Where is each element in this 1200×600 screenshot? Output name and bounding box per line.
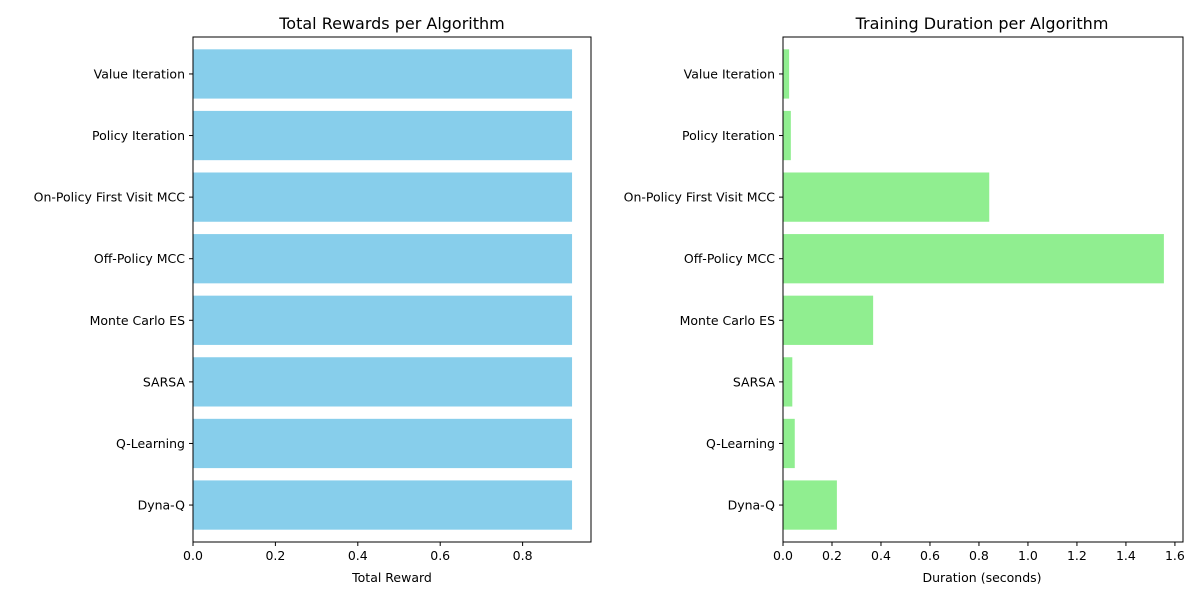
- duration-y-tick-label-1: Policy Iteration: [682, 128, 775, 143]
- duration-y-tick-label-0: Value Iteration: [684, 66, 775, 81]
- duration-y-tick-label-7: Dyna-Q: [728, 498, 776, 513]
- rewards-bar-3: [193, 234, 573, 284]
- rewards-y-tick-label-1: Policy Iteration: [92, 128, 185, 143]
- duration-bar-0: [783, 49, 790, 99]
- rewards-x-axis-label: Total Reward: [351, 570, 432, 585]
- rewards-y-tick-label-4: Monte Carlo ES: [90, 313, 185, 328]
- rewards-bar-0: [193, 49, 573, 99]
- duration-x-tick-label-0: 0.0: [773, 548, 793, 563]
- rewards-y-tick-label-0: Value Iteration: [94, 66, 185, 81]
- rewards-chart: Total Rewards per Algorithm Total Reward…: [34, 14, 592, 585]
- duration-chart: Training Duration per Algorithm Duration…: [624, 14, 1185, 585]
- duration-x-axis-label: Duration (seconds): [922, 570, 1041, 585]
- duration-bar-1: [783, 110, 791, 161]
- duration-bar-3: [783, 234, 1164, 284]
- rewards-x-tick-label-2: 0.4: [348, 548, 368, 563]
- rewards-x-tick-label-0: 0.0: [183, 548, 203, 563]
- duration-x-tick-label-3: 0.6: [920, 548, 940, 563]
- duration-y-tick-label-5: SARSA: [733, 374, 776, 389]
- duration-x-tick-label-7: 1.4: [1116, 548, 1136, 563]
- duration-bar-7: [783, 480, 837, 530]
- duration-x-tick-label-8: 1.6: [1165, 548, 1185, 563]
- rewards-x-tick-label-4: 0.8: [513, 548, 533, 563]
- rewards-y-tick-label-5: SARSA: [143, 374, 186, 389]
- rewards-chart-title: Total Rewards per Algorithm: [278, 14, 504, 33]
- rewards-bar-6: [193, 418, 573, 469]
- duration-y-tick-label-6: Q-Learning: [706, 436, 775, 451]
- rewards-y-tick-label-6: Q-Learning: [116, 436, 185, 451]
- duration-bar-4: [783, 295, 874, 345]
- rewards-bar-7: [193, 480, 573, 530]
- duration-plot-frame: [782, 36, 1184, 543]
- rewards-x-tick-label-3: 0.6: [430, 548, 450, 563]
- duration-y-tick-label-2: On-Policy First Visit MCC: [624, 190, 776, 205]
- duration-bar-2: [783, 172, 990, 222]
- rewards-bar-1: [193, 110, 573, 161]
- duration-x-tick-label-2: 0.4: [871, 548, 891, 563]
- rewards-y-tick-label-7: Dyna-Q: [138, 498, 186, 513]
- rewards-y-tick-label-3: Off-Policy MCC: [94, 251, 185, 266]
- duration-x-tick-label-1: 0.2: [822, 548, 842, 563]
- rewards-plot-frame: [192, 36, 592, 543]
- rewards-x-tick-label-1: 0.2: [265, 548, 285, 563]
- duration-y-tick-label-3: Off-Policy MCC: [684, 251, 775, 266]
- duration-x-tick-label-4: 0.8: [969, 548, 989, 563]
- duration-bar-5: [783, 357, 793, 407]
- duration-bar-6: [783, 418, 795, 469]
- duration-x-tick-label-6: 1.2: [1067, 548, 1087, 563]
- duration-chart-title: Training Duration per Algorithm: [855, 14, 1109, 33]
- rewards-y-tick-label-2: On-Policy First Visit MCC: [34, 190, 186, 205]
- rewards-bar-5: [193, 357, 573, 407]
- rewards-bar-2: [193, 172, 573, 222]
- duration-y-tick-label-4: Monte Carlo ES: [680, 313, 775, 328]
- rewards-bar-4: [193, 295, 573, 345]
- duration-x-tick-label-5: 1.0: [1018, 548, 1038, 563]
